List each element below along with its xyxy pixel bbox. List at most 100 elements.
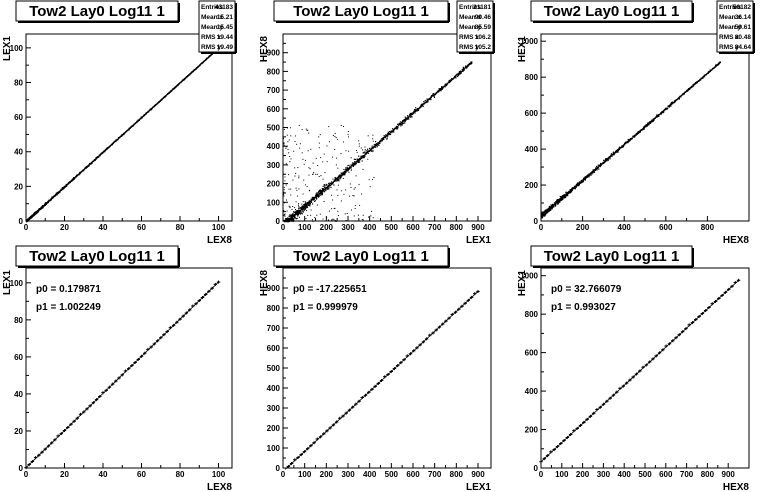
data-point	[283, 214, 285, 216]
data-point	[375, 145, 377, 147]
data-point	[325, 189, 327, 192]
data-point	[427, 101, 429, 103]
y-tick-label: 100	[10, 44, 24, 53]
stat-label: RMS x	[719, 34, 739, 41]
data-point	[309, 190, 311, 192]
data-point	[588, 175, 590, 177]
data-point	[333, 208, 335, 210]
data-point	[674, 100, 676, 102]
y-tick-label: 600	[267, 105, 281, 114]
y-tick-label: 100	[10, 279, 24, 288]
data-point	[299, 211, 301, 213]
data-point	[404, 119, 406, 121]
data-point	[364, 149, 366, 151]
data-point	[572, 188, 575, 190]
data-point	[132, 124, 135, 126]
data-point	[199, 64, 201, 66]
data-point	[559, 195, 561, 198]
data-point	[134, 123, 136, 125]
data-point	[346, 167, 348, 169]
data-point	[565, 194, 567, 197]
x-tick-label: 900	[471, 223, 485, 232]
data-point	[286, 210, 288, 212]
data-point	[549, 208, 551, 210]
data-point	[136, 121, 138, 123]
data-point	[375, 141, 377, 143]
data-point	[616, 150, 618, 152]
data-point	[306, 205, 308, 207]
data-point	[350, 209, 352, 211]
data-point	[312, 196, 314, 199]
data-point	[289, 220, 291, 222]
data-point	[591, 173, 593, 175]
data-point	[296, 214, 299, 216]
data-point	[335, 137, 337, 139]
data-point	[560, 199, 562, 201]
data-point	[340, 153, 342, 155]
data-point	[160, 99, 162, 101]
data-point	[333, 184, 335, 186]
data-point	[465, 66, 467, 68]
data-point	[618, 148, 621, 150]
data-point	[407, 115, 409, 117]
data-point	[137, 120, 139, 122]
data-point	[180, 81, 183, 83]
data-point	[318, 195, 320, 197]
data-point	[102, 151, 104, 154]
data-point	[318, 142, 320, 144]
data-point	[433, 95, 435, 97]
data-point	[349, 195, 351, 197]
data-point	[556, 200, 558, 203]
data-point	[335, 179, 337, 181]
data-point	[322, 178, 324, 180]
data-point	[606, 160, 608, 162]
data-point	[577, 185, 579, 187]
data-point	[295, 214, 297, 216]
data-point	[338, 180, 340, 182]
data-point	[617, 149, 619, 151]
data-point	[344, 213, 346, 215]
data-point	[350, 164, 352, 166]
data-point	[173, 87, 175, 90]
chart-title: Tow2 Lay0 Log11 1	[293, 3, 429, 20]
data-point	[336, 180, 338, 182]
data-point	[601, 162, 604, 164]
data-point	[323, 188, 325, 191]
data-point	[686, 89, 689, 91]
data-point	[393, 131, 395, 133]
x-tick-label: 600	[406, 223, 420, 232]
data-point	[288, 205, 290, 207]
data-point	[627, 142, 629, 144]
y-tick-label: 800	[525, 310, 539, 319]
data-point	[401, 122, 403, 125]
data-point	[290, 219, 293, 221]
y-tick-label: 0	[534, 217, 539, 226]
y-tick-label: 500	[267, 124, 281, 133]
data-point	[359, 204, 361, 206]
data-point	[163, 96, 165, 98]
data-point	[288, 174, 290, 176]
stat-label: Entries	[201, 4, 223, 11]
data-point	[337, 176, 339, 178]
data-point	[589, 173, 591, 176]
data-point	[363, 151, 365, 153]
data-point	[418, 108, 420, 110]
data-point	[356, 161, 358, 163]
data-point	[355, 160, 357, 163]
data-point	[283, 144, 285, 146]
stat-value: 59.61	[735, 24, 752, 31]
data-point	[310, 209, 312, 211]
data-point	[386, 133, 389, 135]
x-tick-label: 300	[341, 223, 355, 232]
data-point	[305, 206, 307, 208]
data-point	[117, 138, 119, 140]
data-point	[632, 135, 634, 137]
data-point	[362, 155, 364, 157]
data-point	[335, 164, 337, 166]
data-point	[599, 165, 601, 168]
data-point	[318, 136, 320, 138]
stat-label: Mean x	[719, 14, 741, 21]
data-point	[301, 203, 303, 205]
data-point	[284, 219, 286, 221]
data-point	[320, 191, 322, 193]
